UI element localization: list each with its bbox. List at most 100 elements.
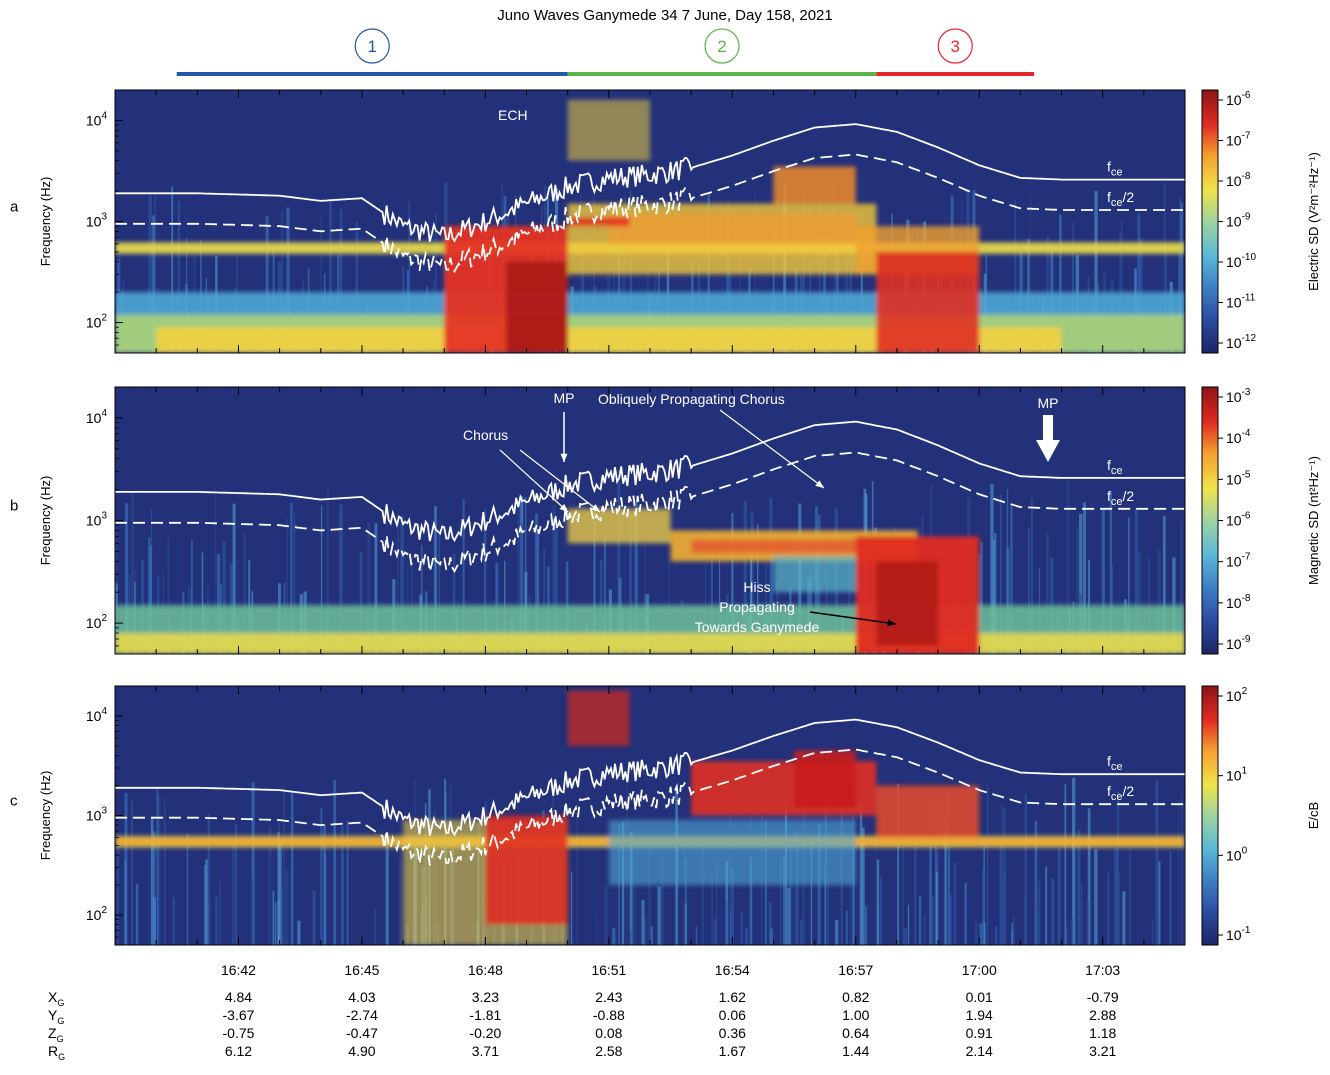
ytick-c-1: 103	[86, 806, 108, 824]
ephem-value-Z: 0.08	[595, 1025, 622, 1041]
colorbar-c	[1201, 685, 1219, 946]
mp-big-arrow	[1036, 415, 1060, 462]
ephem-value-Y: 1.00	[842, 1007, 869, 1023]
ephem-value-R: 2.58	[595, 1043, 622, 1059]
fce-half-curve-b	[115, 451, 1185, 574]
ephem-value-Y: 1.94	[966, 1007, 993, 1023]
cbar-tick-c-2: 100	[1226, 845, 1248, 863]
ephem-value-Y: -1.81	[469, 1007, 501, 1023]
cbar-tick-a-2: 10-8	[1226, 171, 1251, 189]
ephem-value-Y: 0.06	[719, 1007, 746, 1023]
annotation-chorus: Chorus	[463, 427, 508, 443]
panel-letter-a: a	[10, 199, 19, 216]
interval-label-2: 2	[717, 37, 726, 56]
ytick-b-0: 104	[86, 408, 108, 426]
ephem-value-Z: -0.20	[469, 1025, 501, 1041]
annotation-mp-2: MP	[1038, 395, 1059, 411]
ytick-c-0: 104	[86, 706, 108, 724]
interval-label-1: 1	[367, 37, 376, 56]
interval-markers: 1 2 3	[176, 28, 1035, 76]
panel-letter-c: c	[10, 793, 18, 810]
colorbar-b	[1201, 386, 1219, 655]
ephem-value-X: 4.03	[348, 989, 375, 1005]
time-tick-label: 16:54	[715, 962, 750, 978]
annotation-ech: ECH	[498, 107, 528, 123]
cbar-tick-b-1: 10-4	[1226, 428, 1251, 446]
ytick-a-0: 104	[86, 110, 108, 128]
ylabel-a: Frequency (Hz)	[38, 177, 53, 267]
ephem-value-X: 1.62	[719, 989, 746, 1005]
ephem-value-X: 0.01	[966, 989, 993, 1005]
annotation-mp-1: MP	[554, 390, 575, 406]
annotation-propagating: Propagating	[719, 599, 795, 615]
interval-circle-1	[354, 28, 390, 64]
ephem-value-Y: -2.74	[346, 1007, 378, 1023]
ytick-a-1: 103	[86, 212, 108, 230]
ephem-value-Y: -3.67	[223, 1007, 255, 1023]
ephem-value-R: 3.21	[1089, 1043, 1116, 1059]
ephem-value-R: 4.90	[348, 1043, 375, 1059]
ephem-value-X: 3.23	[472, 989, 499, 1005]
interval-circle-3	[937, 28, 973, 64]
ephem-value-X: 4.84	[225, 989, 252, 1005]
time-tick-label: 16:42	[221, 962, 256, 978]
ephem-value-R: 2.14	[966, 1043, 993, 1059]
ephemeris-table: 16:42 16:45 16:48 16:51 16:54 16:57 17:00 17:03…	[48, 962, 1120, 1062]
spectrogram-c	[115, 686, 1185, 945]
figure-title: Juno Waves Ganymede 34 7 June, Day 158, …	[497, 7, 833, 24]
ephem-value-X: -0.79	[1087, 989, 1119, 1005]
ephem-value-Y: -0.88	[593, 1007, 625, 1023]
ytick-b-2: 102	[86, 613, 108, 631]
spectrogram-a	[115, 90, 1185, 353]
ephem-row-label-R: RG	[48, 1043, 65, 1062]
fce-curve-a	[115, 123, 1185, 243]
cbar-label-a: Electric SD (V²m⁻²Hz⁻¹)	[1306, 152, 1321, 291]
ytick-b-1: 103	[86, 511, 108, 529]
ephem-row-label-Y: YG	[48, 1007, 64, 1026]
cbar-tick-a-3: 10-9	[1226, 212, 1251, 230]
ephem-value-Z: 1.18	[1089, 1025, 1116, 1041]
time-tick-label: 16:45	[344, 962, 379, 978]
time-tick-label: 16:48	[468, 962, 503, 978]
ephem-row-label-Z: ZG	[48, 1025, 64, 1044]
ephem-value-Z: -0.75	[223, 1025, 255, 1041]
cbar-tick-c-1: 101	[1226, 766, 1248, 784]
time-tick-label: 16:51	[591, 962, 626, 978]
ephem-value-Z: 0.91	[966, 1025, 993, 1041]
cbar-tick-b-3: 10-6	[1226, 511, 1251, 529]
annotation-hiss: Hiss	[743, 579, 770, 595]
cbar-label-b: Magnetic SD (nt²Hz⁻¹)	[1306, 456, 1321, 585]
ephem-value-Z: 0.36	[719, 1025, 746, 1041]
cbar-tick-a-4: 10-10	[1226, 252, 1256, 270]
ephem-value-R: 1.67	[719, 1043, 746, 1059]
cbar-tick-b-5: 10-8	[1226, 593, 1251, 611]
ephem-value-X: 0.82	[842, 989, 869, 1005]
cbar-tick-a-1: 10-7	[1226, 131, 1251, 149]
ephem-row-label-X: XG	[48, 989, 64, 1008]
ytick-a-2: 102	[86, 313, 108, 331]
ylabel-b: Frequency (Hz)	[38, 476, 53, 566]
cbar-tick-b-0: 10-3	[1226, 387, 1251, 405]
ephem-value-X: 2.43	[595, 989, 622, 1005]
ephem-value-Z: 0.64	[842, 1025, 869, 1041]
ephem-value-Y: 2.88	[1089, 1007, 1116, 1023]
cbar-tick-b-4: 10-7	[1226, 552, 1251, 570]
ylabel-c: Frequency (Hz)	[38, 771, 53, 861]
panel-letter-b: b	[10, 498, 18, 515]
cbar-tick-b-6: 10-9	[1226, 634, 1251, 652]
time-tick-label: 17:00	[962, 962, 997, 978]
ephem-value-R: 1.44	[842, 1043, 869, 1059]
ephem-value-R: 3.71	[472, 1043, 499, 1059]
cbar-tick-a-0: 10-6	[1226, 90, 1251, 108]
ephem-value-R: 6.12	[225, 1043, 252, 1059]
cbar-tick-c-0: 102	[1226, 686, 1248, 704]
colorbar-a	[1201, 89, 1219, 354]
cbar-tick-b-2: 10-5	[1226, 469, 1251, 487]
ephem-value-Z: -0.47	[346, 1025, 378, 1041]
cbar-tick-c-3: 10-1	[1226, 925, 1251, 943]
fce-curve-b	[115, 420, 1185, 543]
interval-label-3: 3	[950, 37, 959, 56]
